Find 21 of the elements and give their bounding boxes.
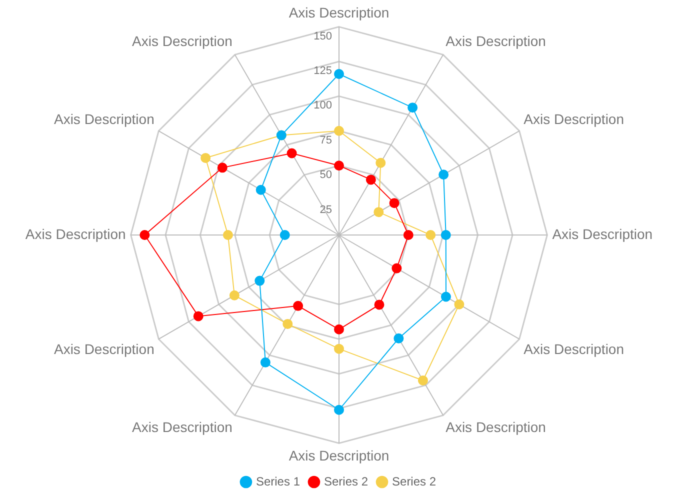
- y-tick-label: 75: [320, 134, 332, 146]
- spoke-label: Axis Description: [446, 418, 546, 435]
- y-tick-label: 50: [320, 169, 332, 182]
- spoke-label: Axis Description: [25, 226, 126, 242]
- spoke-label: Axis Description: [132, 418, 232, 435]
- y-tick-label: 150: [314, 30, 332, 42]
- spoke-label: Axis Description: [132, 32, 232, 49]
- y-tick-label: 125: [314, 65, 332, 78]
- legend-label: Series 1: [256, 474, 300, 488]
- legend-label: Series 2: [324, 474, 368, 488]
- spoke-label: Axis Description: [552, 226, 653, 242]
- spoke-label: Axis Description: [524, 110, 624, 127]
- spoke-label: Axis Description: [54, 340, 154, 357]
- y-tick-label: 100: [314, 100, 332, 112]
- spoke-label: Axis Description: [446, 32, 546, 49]
- y-tick-label: 25: [320, 204, 332, 216]
- spoke-label: Axis Description: [288, 4, 390, 20]
- legend-label: Series 2: [392, 474, 436, 488]
- spoke-label: Axis Description: [54, 110, 154, 127]
- spoke-label: Axis Description: [288, 447, 390, 464]
- spoke-label: Axis Description: [524, 340, 624, 357]
